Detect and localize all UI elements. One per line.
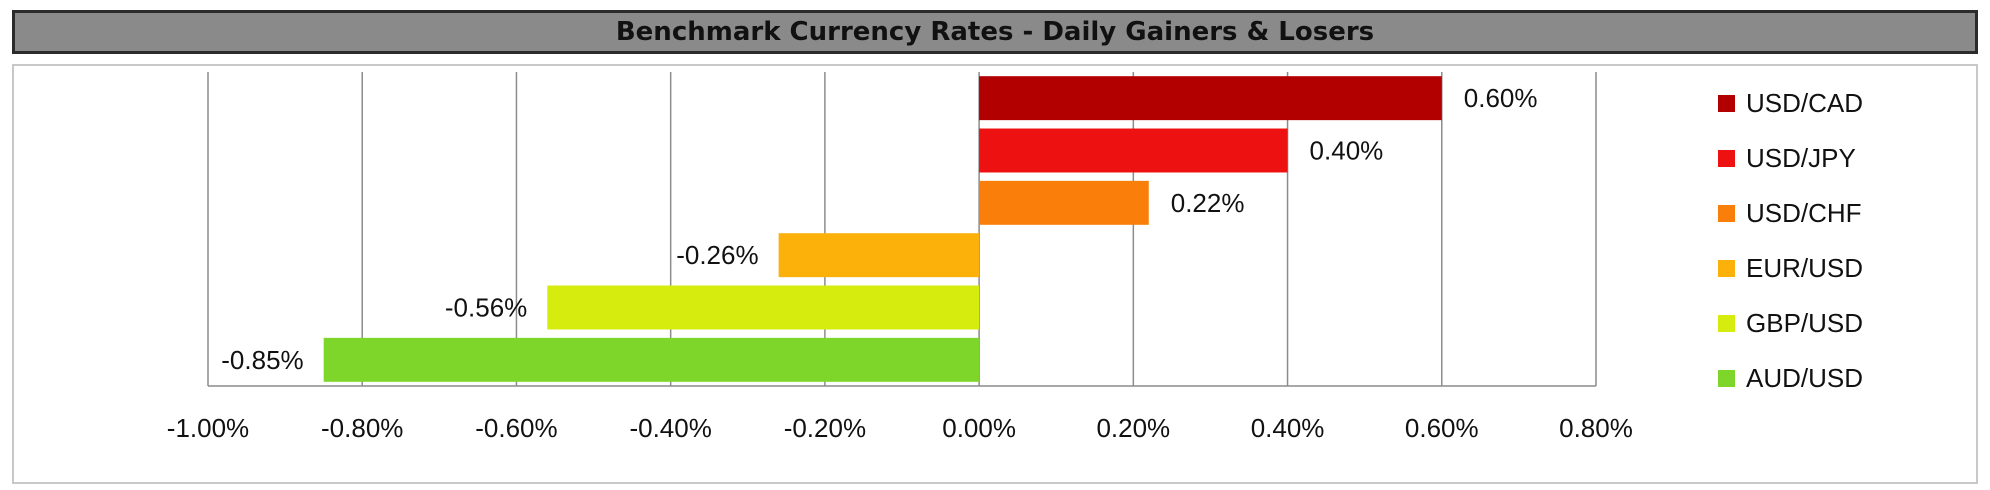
- bar-usd-chf: [979, 180, 1149, 225]
- chart-frame: [12, 64, 1978, 484]
- data-label-aud-usd: -0.85%: [221, 345, 303, 375]
- x-tick-label-2: -0.60%: [475, 413, 557, 443]
- x-tick-label-4: -0.20%: [784, 413, 866, 443]
- x-tick-label-1: -0.80%: [321, 413, 403, 443]
- data-label-gbp-usd: -0.56%: [445, 293, 527, 323]
- grid-lines: [207, 72, 1597, 387]
- data-labels: 0.60% 0.40% 0.22% -0.26% -0.56% -0.85%: [221, 83, 1537, 375]
- data-label-usd-cad: 0.60%: [1464, 83, 1538, 113]
- x-tick-label-0: -1.00%: [167, 413, 249, 443]
- data-label-usd-chf: 0.22%: [1171, 188, 1245, 218]
- legend-swatch-usd-chf: [1718, 205, 1735, 222]
- bar-usd-cad: [979, 76, 1442, 121]
- legend-label-aud-usd: AUD/USD: [1746, 363, 1863, 393]
- chart-title: Benchmark Currency Rates - Daily Gainers…: [615, 17, 1375, 47]
- legend-label-eur-usd: EUR/USD: [1746, 253, 1863, 283]
- legend-label-usd-cad: USD/CAD: [1746, 88, 1863, 118]
- legend-swatch-gbp-usd: [1718, 315, 1735, 332]
- legend-swatch-usd-jpy: [1718, 150, 1735, 167]
- legend-label-usd-chf: USD/CHF: [1746, 198, 1862, 228]
- legend-swatch-aud-usd: [1718, 370, 1735, 387]
- x-tick-label-9: 0.80%: [1559, 413, 1633, 443]
- legend-swatch-usd-cad: [1718, 95, 1735, 112]
- legend-label-usd-jpy: USD/JPY: [1746, 143, 1856, 173]
- data-label-usd-jpy: 0.40%: [1310, 136, 1384, 166]
- x-tick-label-3: -0.40%: [629, 413, 711, 443]
- legend-swatch-eur-usd: [1718, 260, 1735, 277]
- bar-gbp-usd: [547, 285, 980, 330]
- x-tick-label-5: 0.00%: [942, 413, 1016, 443]
- x-tick-label-8: 0.60%: [1405, 413, 1479, 443]
- bar-aud-usd: [323, 337, 980, 382]
- x-tick-labels: -1.00% -0.80% -0.60% -0.40% -0.20% 0.00% 0.20%…: [167, 413, 1633, 443]
- chart-title-bar: Benchmark Currency Rates - Daily Gainers…: [12, 10, 1978, 54]
- x-tick-label-6: 0.20%: [1096, 413, 1170, 443]
- x-tick-label-7: 0.40%: [1251, 413, 1325, 443]
- bar-eur-usd: [778, 233, 980, 278]
- bar-usd-jpy: [979, 128, 1288, 173]
- bars: [323, 76, 1442, 382]
- legend-label-gbp-usd: GBP/USD: [1746, 308, 1863, 338]
- data-label-eur-usd: -0.26%: [676, 240, 758, 270]
- legend: USD/CAD USD/JPY USD/CHF EUR/USD GBP/USD AUD/U…: [1718, 88, 1863, 393]
